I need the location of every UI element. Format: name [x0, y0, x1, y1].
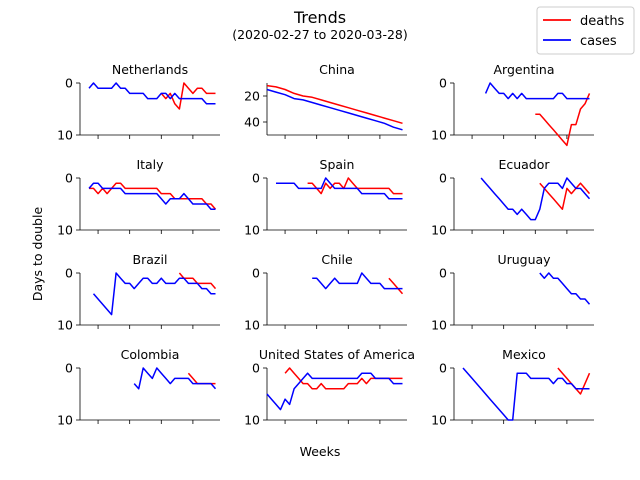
netherlands-cases-line — [88, 82, 216, 105]
ecuador-deaths-line — [539, 182, 591, 210]
panel-mexico: Mexico 0 10 — [431, 347, 594, 428]
ecuador-cases-line — [480, 177, 591, 221]
y-tick-label: 0 — [439, 171, 447, 186]
y-tick-label: 10 — [57, 223, 73, 238]
y-tick-label: 10 — [431, 413, 447, 428]
panel-spain: Spain 0 10 — [244, 157, 407, 238]
netherlands-deaths-line — [160, 82, 216, 110]
y-tick-label: 0 — [439, 76, 447, 91]
y-tick-label: 0 — [65, 171, 73, 186]
spain-deaths-line — [307, 177, 403, 195]
panel-title: Italy — [136, 157, 164, 172]
y-tick-label: 10 — [244, 318, 260, 333]
brazil-deaths-line — [178, 272, 217, 290]
panel-grid: Netherlands010China2040Argentina010Italy… — [57, 62, 594, 428]
uruguay-cases-line — [539, 272, 591, 305]
panel-title: Mexico — [502, 347, 546, 362]
panel-title: Uruguay — [497, 252, 551, 267]
panel-title: Netherlands — [112, 62, 188, 77]
y-tick-label: 10 — [244, 223, 260, 238]
mexico-deaths-line — [557, 367, 591, 395]
y-tick-label: 0 — [65, 76, 73, 91]
panel-uruguay: Uruguay 0 10 — [431, 252, 594, 333]
panel-title: Spain — [320, 157, 355, 172]
panel-colombia: Colombia 0 10 — [57, 347, 220, 428]
legend-label-cases: cases — [580, 34, 617, 49]
colombia-cases-line — [133, 367, 217, 390]
y-tick-label: 0 — [252, 266, 260, 281]
y-tick-label: 10 — [244, 413, 260, 428]
y-tick-label: 0 — [65, 361, 73, 376]
panel-argentina: Argentina 0 10 — [431, 62, 594, 147]
panel-title: China — [319, 62, 355, 77]
y-tick-label: 10 — [431, 128, 447, 143]
china-deaths-line — [266, 84, 403, 125]
panel-italy: Italy 0 10 — [57, 157, 220, 238]
brazil-cases-line — [92, 272, 216, 316]
y-tick-label: 0 — [252, 171, 260, 186]
spain-cases-line — [276, 177, 403, 200]
panel-title: Ecuador — [498, 157, 550, 172]
panel-chile: Chile 0 10 — [244, 252, 407, 333]
y-tick-label: 10 — [431, 223, 447, 238]
panel-china: China 20 40 — [244, 62, 407, 139]
y-tick-label: 10 — [431, 318, 447, 333]
y-tick-label: 10 — [57, 128, 73, 143]
mexico-cases-line — [462, 367, 590, 421]
china-cases-line — [266, 88, 403, 131]
y-tick-label: 20 — [244, 89, 260, 104]
legend: deaths cases — [536, 6, 635, 55]
legend-frame — [536, 6, 635, 55]
panel-title: Colombia — [121, 347, 180, 362]
argentina-cases-line — [484, 82, 590, 100]
y-tick-label: 0 — [439, 361, 447, 376]
panel-brazil: Brazil 0 10 — [57, 252, 220, 333]
figure-subtitle: (2020-02-27 to 2020-03-28) — [232, 27, 408, 42]
panel-netherlands: Netherlands 0 10 — [57, 62, 220, 143]
panel-title: United States of America — [259, 347, 415, 362]
chile-deaths-line — [388, 277, 404, 295]
italy-cases-line — [88, 182, 216, 210]
y-tick-label: 0 — [439, 266, 447, 281]
chile-cases-line — [312, 272, 403, 290]
argentina-deaths-line — [535, 93, 591, 147]
panel-title: Argentina — [494, 62, 555, 77]
y-tick-label: 0 — [252, 361, 260, 376]
y-tick-label: 0 — [65, 266, 73, 281]
united-states-of-america-cases-line — [266, 372, 403, 411]
panel-title: Brazil — [133, 252, 168, 267]
italy-deaths-line — [89, 182, 217, 210]
legend-label-deaths: deaths — [580, 14, 625, 29]
figure-title: Trends — [293, 8, 346, 27]
x-axis-label: Weeks — [300, 444, 341, 459]
panel-ecuador: Ecuador 0 10 — [431, 157, 594, 238]
y-tick-label: 10 — [57, 318, 73, 333]
y-axis-label: Days to double — [30, 207, 45, 302]
y-tick-label: 10 — [57, 413, 73, 428]
panel-title: Chile — [321, 252, 353, 267]
y-tick-label: 40 — [244, 115, 260, 130]
